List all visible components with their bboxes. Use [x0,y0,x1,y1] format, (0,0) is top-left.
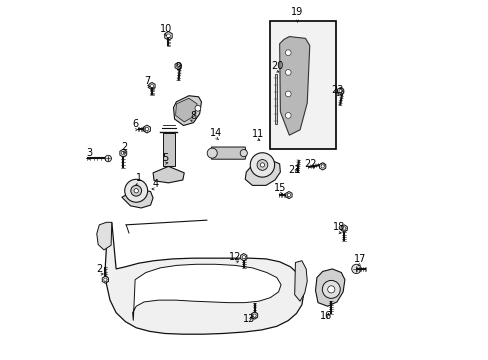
Text: 23: 23 [331,85,343,95]
Text: 2: 2 [121,142,127,152]
Text: 2: 2 [96,264,102,274]
Bar [269,22,335,149]
Polygon shape [337,87,343,95]
Circle shape [166,34,170,38]
Text: 11: 11 [251,129,264,139]
Circle shape [103,278,107,281]
Text: 9: 9 [175,62,181,72]
Text: 19: 19 [291,7,303,17]
Text: 17: 17 [353,254,366,264]
Polygon shape [143,125,150,133]
Text: 4: 4 [152,179,158,189]
Polygon shape [240,253,246,261]
Circle shape [131,185,142,196]
Text: 22: 22 [304,159,316,169]
Circle shape [242,256,245,259]
Circle shape [260,163,264,167]
Circle shape [124,179,147,202]
Circle shape [322,280,340,298]
Text: 5: 5 [162,153,168,163]
Circle shape [287,193,290,197]
Circle shape [145,127,148,131]
Polygon shape [153,166,184,183]
Text: 21: 21 [288,165,300,175]
Polygon shape [279,37,309,135]
Circle shape [351,264,360,274]
Circle shape [321,165,324,168]
Polygon shape [148,82,155,90]
Text: 15: 15 [273,183,285,193]
Circle shape [285,91,290,97]
Polygon shape [251,312,257,319]
Circle shape [285,113,290,118]
Text: 16: 16 [320,311,332,320]
Polygon shape [132,264,281,320]
Polygon shape [163,134,174,166]
Text: 12: 12 [229,252,241,262]
Circle shape [207,148,217,158]
Circle shape [150,85,153,87]
Polygon shape [122,190,153,208]
Polygon shape [285,192,291,199]
Circle shape [195,105,201,111]
Text: 10: 10 [159,24,171,35]
Circle shape [285,69,290,75]
Polygon shape [294,261,306,301]
Text: 6: 6 [132,120,138,129]
Circle shape [338,89,342,93]
Polygon shape [210,147,246,159]
Polygon shape [164,32,172,40]
Text: 20: 20 [271,61,283,71]
Text: 7: 7 [143,76,150,86]
Polygon shape [315,269,344,306]
Circle shape [342,227,345,230]
Circle shape [240,149,247,157]
Text: 14: 14 [210,128,222,138]
Circle shape [105,155,111,162]
Circle shape [250,153,274,177]
Polygon shape [244,160,280,185]
Polygon shape [341,225,346,232]
Text: 1: 1 [135,173,142,183]
Circle shape [327,286,334,293]
Polygon shape [175,98,197,122]
Circle shape [134,189,138,193]
Polygon shape [105,222,303,334]
Polygon shape [175,62,181,69]
Polygon shape [275,74,276,125]
Text: 18: 18 [333,222,345,232]
Circle shape [257,159,267,170]
Circle shape [121,151,125,155]
Polygon shape [102,276,108,283]
Circle shape [285,50,290,55]
Circle shape [176,64,180,68]
Polygon shape [319,163,325,170]
Polygon shape [97,222,112,250]
Text: 3: 3 [86,148,92,158]
Circle shape [252,314,256,317]
Polygon shape [173,96,201,126]
Text: 13: 13 [242,314,254,324]
Text: 8: 8 [190,111,196,121]
Polygon shape [120,149,126,157]
